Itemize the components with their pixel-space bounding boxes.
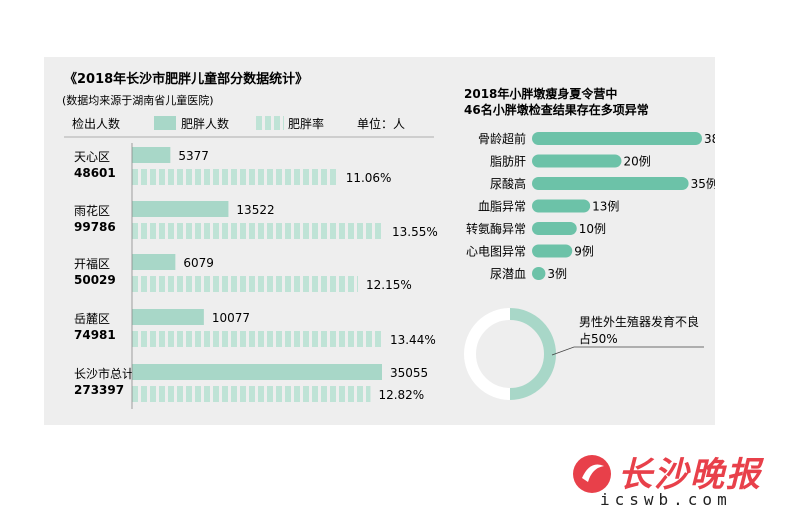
bar-obese-count-label: 6079 (183, 256, 214, 270)
category-total: 50029 (74, 273, 116, 287)
bar-obese-count-label: 5377 (178, 149, 209, 163)
bar-obese-rate (132, 276, 358, 292)
right-category-label: 骨龄超前 (478, 131, 526, 146)
bar-obese-rate-label: 12.15% (366, 278, 412, 292)
infographic-svg: 《2018年长沙市肥胖儿童部分数据统计》 (数据均来源于湖南省儿童医院) 检出人… (62, 71, 715, 409)
unit-label: 单位：人 (357, 116, 405, 131)
right-bar-value-label: 9例 (574, 245, 594, 259)
right-bar (532, 154, 622, 168)
bar-obese-rate (132, 331, 381, 347)
bar-obese-count (132, 309, 204, 325)
right-chart-title-line1: 2018年小胖墩瘦身夏令营中 (464, 86, 617, 101)
right-bar-value-label: 3例 (547, 267, 567, 281)
bar-obese-rate (132, 223, 381, 239)
donut-slice (464, 308, 511, 400)
right-bar (532, 177, 689, 190)
bar-obese-rate (132, 169, 336, 185)
right-bar-value-label: 35例 (691, 177, 715, 191)
bar-obese-count-label: 35055 (390, 366, 428, 380)
legend-swatch-solid (154, 116, 176, 130)
right-category-label: 尿潜血 (490, 267, 526, 281)
right-category-label: 转氨酶异常 (466, 221, 526, 236)
header-label: 检出人数 (72, 116, 120, 131)
donut-chart (464, 308, 556, 400)
swirl-logo-icon (573, 455, 611, 493)
legend-label-rate: 肥胖率 (288, 116, 324, 131)
donut-slice (509, 308, 556, 400)
bar-obese-count (132, 201, 229, 217)
category-name: 开福区 (74, 256, 110, 271)
right-bar (532, 222, 577, 235)
bar-obese-rate-label: 13.44% (390, 333, 436, 347)
right-bar-value-label: 38例 (704, 132, 715, 146)
category-total: 273397 (74, 383, 124, 397)
bar-obese-count-label: 10077 (212, 311, 250, 325)
bar-obese-rate (132, 386, 371, 402)
bar-obese-count-label: 13522 (236, 203, 274, 217)
right-category-label: 心电图异常 (466, 245, 526, 259)
donut-annotation-line2: 占50% (579, 331, 618, 346)
legend-stripe-fill (256, 116, 284, 130)
infographic-panel: 《2018年长沙市肥胖儿童部分数据统计》 (数据均来源于湖南省儿童医院) 检出人… (44, 57, 715, 425)
bar-obese-count (132, 147, 171, 163)
right-bar-value-label: 20例 (623, 155, 650, 169)
donut-annotation-line1: 男性外生殖器发育不良 (579, 314, 699, 329)
donut-annotation-leader (551, 346, 704, 356)
right-category-label: 尿酸高 (490, 176, 526, 191)
bar-obese-rate-label: 13.55% (392, 225, 438, 239)
bar-obese-rate-label: 11.06% (346, 171, 392, 185)
category-total: 99786 (74, 220, 116, 234)
left-chart-title: 《2018年长沙市肥胖儿童部分数据统计》 (64, 71, 308, 87)
logo-text: 长沙晚报 (618, 455, 762, 495)
right-bar (532, 244, 573, 258)
legend-swatch-striped (256, 116, 284, 130)
logo-url: icswb.com (600, 490, 732, 509)
category-name: 长沙市总计 (74, 366, 134, 381)
category-name: 雨花区 (74, 203, 110, 218)
category-total: 74981 (74, 328, 116, 342)
bar-obese-rate-label: 12.82% (378, 388, 424, 402)
bar-obese-count (132, 254, 176, 270)
bar-obese-count (132, 364, 382, 380)
right-chart-title-line2: 46名小胖墩检查结果存在多项异常 (464, 102, 649, 117)
right-bar (532, 267, 546, 280)
right-category-label: 血脂异常 (478, 199, 526, 214)
left-chart-rows: 天心区 48601 5377 11.06% 雨花区 99786 13522 13.55% 开福区… (74, 143, 438, 409)
right-category-label: 脂肪肝 (490, 154, 526, 169)
right-bar-value-label: 13例 (592, 200, 619, 214)
left-chart-subtitle: (数据均来源于湖南省儿童医院) (62, 93, 214, 107)
right-bar (532, 199, 591, 213)
category-name: 岳麓区 (74, 312, 110, 326)
category-total: 48601 (74, 166, 116, 180)
right-bar (532, 132, 702, 145)
right-bar-value-label: 10例 (579, 222, 606, 236)
category-name: 天心区 (74, 150, 110, 164)
legend-label-count: 肥胖人数 (181, 116, 229, 131)
